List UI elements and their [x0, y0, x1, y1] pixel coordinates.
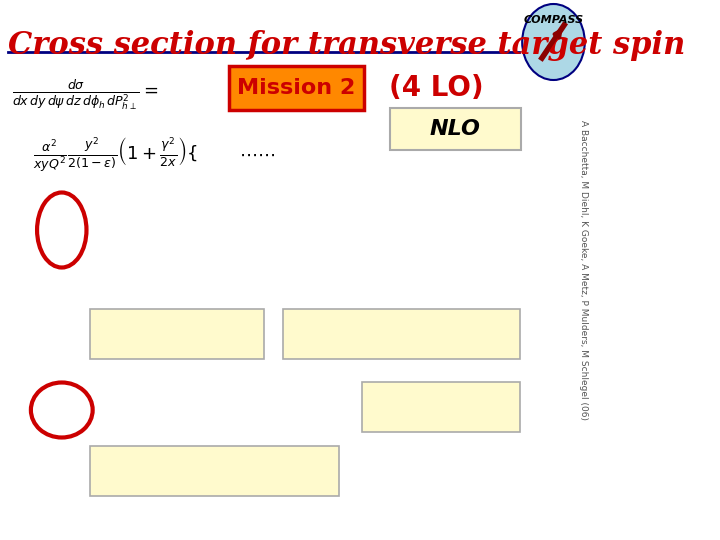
FancyBboxPatch shape [90, 446, 338, 496]
Text: $\frac{\alpha^2}{xyQ^2}\frac{y^2}{2(1-\varepsilon)}\left(1+\frac{\gamma^2}{2x}\r: $\frac{\alpha^2}{xyQ^2}\frac{y^2}{2(1-\v… [33, 136, 198, 174]
FancyBboxPatch shape [284, 309, 520, 359]
Text: NLO: NLO [429, 119, 480, 139]
FancyBboxPatch shape [229, 66, 364, 110]
FancyBboxPatch shape [390, 108, 521, 150]
Text: COMPASS: COMPASS [523, 15, 583, 25]
Circle shape [522, 4, 585, 80]
Text: Cross section for transverse target spin: Cross section for transverse target spin [8, 30, 685, 61]
Text: Mission 2: Mission 2 [238, 78, 356, 98]
Text: $\frac{d\sigma}{dx\,dy\,d\psi\,dz\,d\phi_h\,dP_{h\perp}^2} =$: $\frac{d\sigma}{dx\,dy\,d\psi\,dz\,d\phi… [12, 78, 158, 112]
FancyBboxPatch shape [361, 382, 520, 432]
FancyBboxPatch shape [90, 309, 264, 359]
Text: A Bacchetta, M Diehl, K Goeke, A Metz, P Mulders, M Schlegel (06): A Bacchetta, M Diehl, K Goeke, A Metz, P… [579, 120, 588, 420]
Text: (4 LO): (4 LO) [390, 74, 484, 102]
Text: $\cdots\cdots$: $\cdots\cdots$ [239, 146, 275, 164]
